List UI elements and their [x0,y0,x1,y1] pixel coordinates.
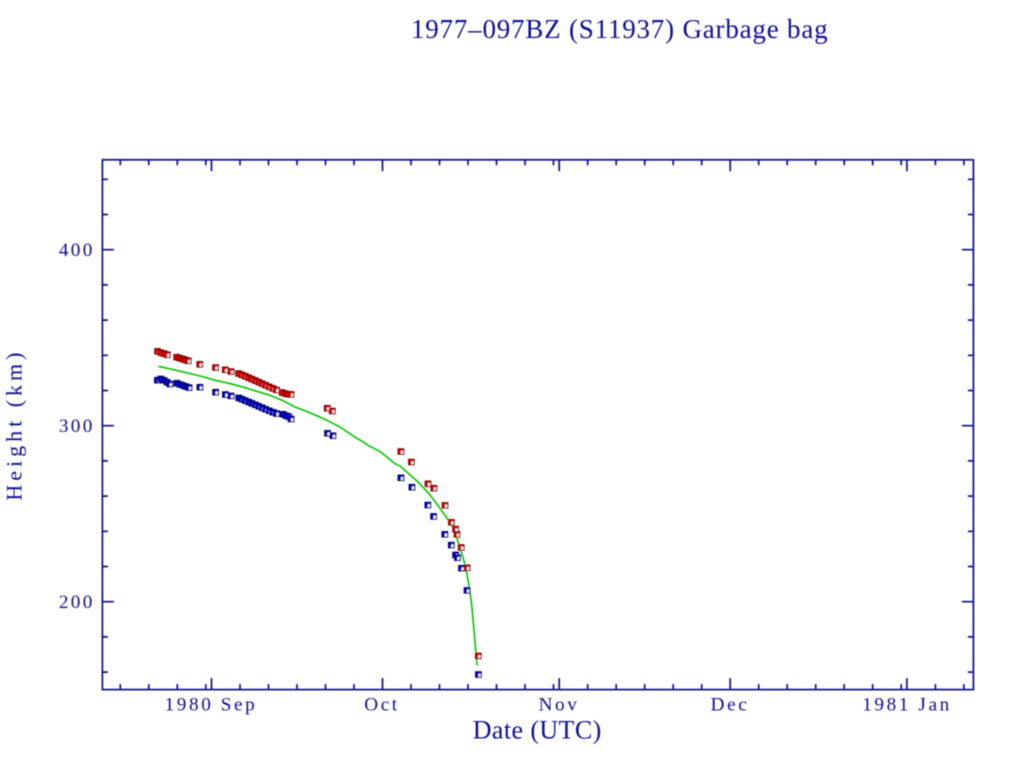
svg-text:400: 400 [59,240,95,261]
svg-text:1980 Sep: 1980 Sep [165,694,258,715]
svg-text:1977–097BZ (S11937) Garbage ba: 1977–097BZ (S11937) Garbage bag [411,14,828,44]
svg-text:200: 200 [59,592,95,613]
svg-text:Nov: Nov [539,694,580,715]
svg-text:Date (UTC): Date (UTC) [473,715,602,744]
svg-text:Oct: Oct [364,694,400,715]
svg-text:300: 300 [59,416,95,437]
svg-text:1981 Jan: 1981 Jan [862,694,952,715]
svg-text:Dec: Dec [711,694,750,715]
svg-text:Height (km): Height (km) [2,349,27,501]
